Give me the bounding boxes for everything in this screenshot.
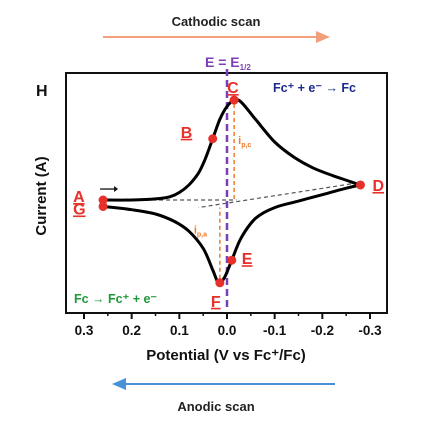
point-f-marker bbox=[215, 278, 225, 288]
point-g-label: G bbox=[73, 201, 85, 218]
x-axis-label: Potential (V vs Fc⁺/Fc) bbox=[146, 347, 306, 364]
reduction-reaction-label: Fc⁺ + e⁻ → Fc bbox=[273, 81, 356, 95]
x-tick-label-0: 0.3 bbox=[75, 323, 94, 338]
x-tick-label-3: 0.0 bbox=[218, 323, 237, 338]
point-a-marker bbox=[98, 195, 108, 205]
point-e-marker bbox=[227, 255, 237, 265]
point-e-label: E bbox=[242, 251, 253, 268]
oxidation-reaction-label: Fc → Fc⁺ + e⁻ bbox=[74, 292, 157, 306]
y-axis-label: Current (A) bbox=[33, 156, 50, 235]
point-d-label: D bbox=[372, 178, 384, 195]
point-g-marker bbox=[98, 201, 108, 211]
point-c-label: C bbox=[227, 80, 239, 97]
ipa-label-sub: p,a bbox=[197, 231, 207, 238]
cv-curve-0 bbox=[101, 98, 362, 202]
reduction-reaction-text: Fc⁺ + e⁻ → Fc bbox=[273, 81, 356, 95]
ipc-label: ip,c bbox=[238, 135, 251, 149]
e-half-label: E = E1/2 bbox=[205, 54, 251, 72]
point-f-label: F bbox=[211, 294, 221, 311]
point-c-marker bbox=[229, 95, 239, 105]
panel-label: H bbox=[36, 83, 48, 100]
x-tick-label-1: 0.2 bbox=[122, 323, 141, 338]
point-d-marker bbox=[355, 180, 365, 190]
cathodic-scan-label: Cathodic scan bbox=[172, 14, 261, 29]
start-direction-arrowhead bbox=[114, 186, 119, 193]
point-b-label: B bbox=[181, 125, 193, 142]
x-tick-label-4: -0.1 bbox=[263, 323, 287, 338]
e-half-label-main: E = E bbox=[205, 54, 240, 70]
ipc-label-sub: p,c bbox=[241, 142, 251, 149]
e-half-label-sub: 1/2 bbox=[240, 63, 252, 72]
ipa-label: ip,a bbox=[194, 224, 207, 238]
anodic-scan-label: Anodic scan bbox=[177, 399, 254, 414]
x-tick-label-6: -0.3 bbox=[358, 323, 382, 338]
point-a-label: A bbox=[73, 189, 85, 206]
anodic-baseline bbox=[198, 183, 352, 209]
point-b-marker bbox=[208, 134, 218, 144]
x-tick-label-5: -0.2 bbox=[311, 323, 334, 338]
x-tick-label-2: 0.1 bbox=[170, 323, 189, 338]
